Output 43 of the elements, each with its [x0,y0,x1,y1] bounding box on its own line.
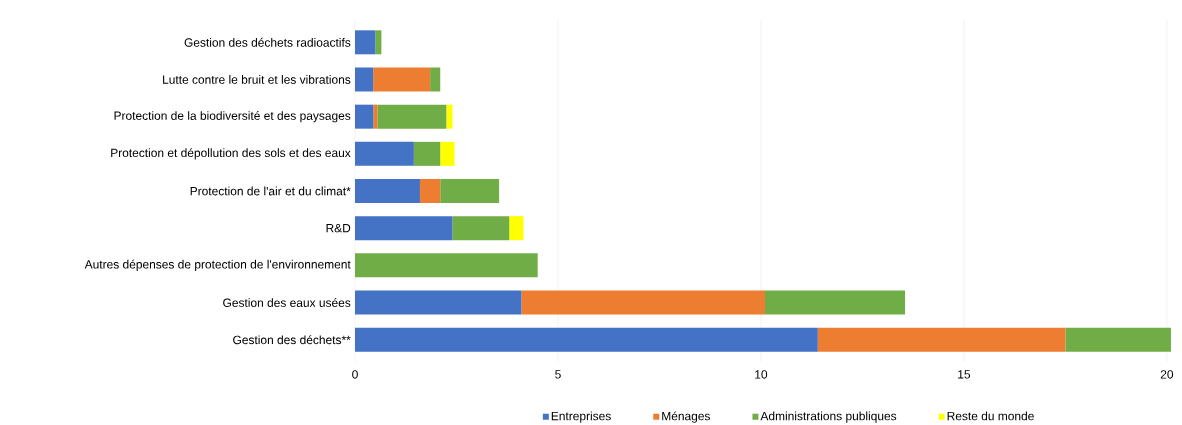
bar [355,141,414,166]
legend-label: Entreprises [551,411,611,423]
bar [452,216,510,241]
y-tick-label: Protection de la biodiversité et des paysages [114,111,351,123]
y-tick-label: Gestion des eaux usées [223,298,351,307]
bar [440,179,500,204]
x-tick-label: 10 [755,370,768,379]
legend-label: Administrations publiques [760,411,897,423]
y-tick-label: Protection et dépollution des sols et des eaux [111,148,351,160]
bar [355,67,374,92]
y-tick-label: Autres dépenses de protection de l'environnement [84,259,351,271]
bar [377,104,447,129]
bar [1065,327,1171,352]
bar [521,290,766,315]
y-tick-label: Protection de l'air et du climat* [190,186,351,196]
bar [509,216,524,241]
bar [355,30,376,55]
y-tick-label: Gestion des déchets radioactifs [184,37,351,47]
bar [373,104,378,129]
bar [355,253,538,278]
bar [355,327,818,352]
x-tick-label: 0 [352,370,358,379]
y-tick-label: Lutte contre le bruit et les vibrations [163,75,351,84]
bar [419,179,441,204]
bar [430,67,441,92]
bar [817,327,1066,352]
bar [375,30,382,55]
y-tick-label: R&D [326,223,351,233]
bar [355,290,522,315]
x-tick-label: 5 [555,370,561,379]
bar [355,216,453,241]
bar [413,141,441,166]
bar [446,104,453,129]
bar [765,290,906,315]
y-tick-label: Gestion des déchets** [233,335,351,345]
x-tick-label: 15 [958,370,971,379]
bar [355,104,374,129]
bar [440,141,455,166]
legend-label: Reste du monde [947,411,1034,421]
legend-label: Ménages [662,411,711,423]
bar [355,179,420,204]
bar [373,67,431,92]
x-tick-label: 20 [1160,370,1174,379]
